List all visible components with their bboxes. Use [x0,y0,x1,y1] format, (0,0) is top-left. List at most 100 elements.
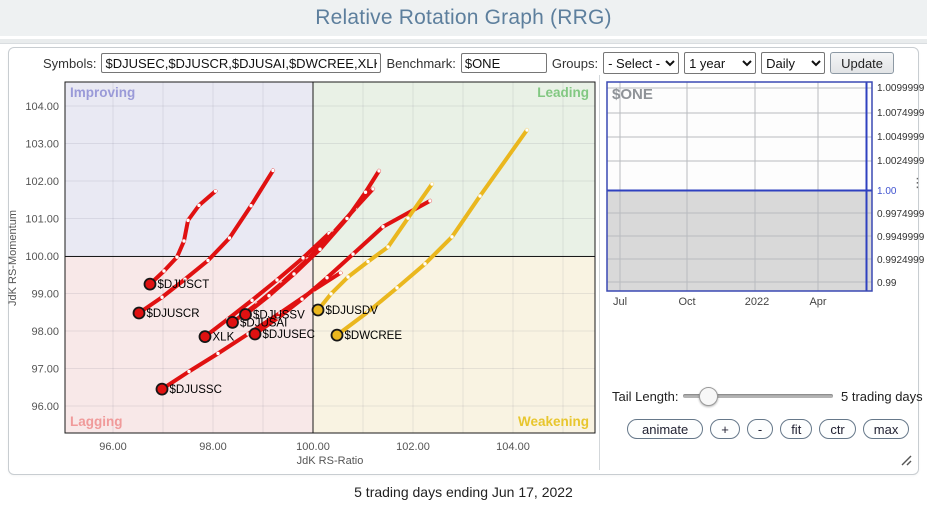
tail-length-value: 5 trading days [841,389,923,404]
trail-XLK [203,231,331,339]
trail-point [213,189,218,193]
y-tick-label: 104.00 [25,101,59,113]
trail-point [250,298,254,302]
trail-point [318,247,322,251]
bench-plot-border [606,81,873,292]
trail-point [186,218,190,223]
window-resize-grip-icon[interactable] [898,452,912,466]
symbols-input[interactable] [101,53,382,73]
footer-caption: 5 trading days ending Jun 17, 2022 [354,484,573,500]
panel-divider [599,75,600,470]
symbol-label-$DWCREE: $DWCREE [345,330,403,342]
bench-y-tick: 1.0099999 [877,83,925,94]
symbol-label-XLK: XLK [213,332,235,344]
y-tick-label: 102.00 [25,176,59,188]
trail-point [182,239,186,243]
symbol-marker-$DJUSDV[interactable] [311,303,325,317]
bench-y-tick: 0.99 [877,278,897,289]
trail-point [275,278,279,282]
bench-shaded-area [607,190,872,291]
trail-point [175,255,179,259]
animate-button[interactable]: animate [627,419,704,439]
quadrant-leading [313,82,595,257]
y-axis-title: JdK RS-Momentum [7,210,19,306]
symbol-marker-$DJUSSC[interactable] [155,382,169,396]
symbol-label-$DJUSSC: $DJUSSC [170,384,222,396]
update-button[interactable]: Update [830,52,895,74]
chart-buttons: animate + - fit ctr max [627,419,910,439]
bench-y-tick: 1.0074999 [877,108,925,119]
symbol-marker-$DJUSSV[interactable] [239,308,252,321]
benchmark-label: Benchmark: [386,55,456,71]
trail-point [183,277,187,281]
ctr-button[interactable]: ctr [819,419,856,439]
trail-point [406,216,410,220]
trail-point [478,194,482,198]
y-tick-label: 103.00 [25,139,59,151]
symbols-label: Symbols: [43,55,97,71]
symbol-marker-$DJUSEC[interactable] [248,327,262,341]
symbol-marker-$DJUSCR[interactable] [132,306,146,320]
bench-y-tick: 1.0024999 [877,156,925,167]
tail-length-slider-thumb[interactable] [699,387,718,406]
trail-point [292,272,296,276]
trail-point [423,262,427,266]
panel-resize-handle-icon[interactable]: ⋮ [911,175,924,190]
symbol-marker-$DJUSAI[interactable] [226,315,239,329]
symbol-label-$DJUSSV: $DJUSSV [253,310,305,322]
trail-point [351,252,355,256]
tail-length-slider[interactable] [683,394,833,398]
trail-point [366,310,370,314]
quadrant-improving [65,82,313,257]
quadrant-weakening [313,256,595,433]
app-header: Relative Rotation Graph (RRG) [0,0,927,36]
symbol-marker-$DJUSCT[interactable] [143,277,157,291]
quadrant-label-lagging: Lagging [70,414,123,429]
trail-point [525,128,529,132]
max-button[interactable]: max [862,419,910,439]
groups-select[interactable]: - Select - [603,52,680,74]
trail-point [346,275,350,279]
trail-point [450,235,454,239]
trail-point [329,292,333,296]
zoom-in-button[interactable]: + [710,419,740,439]
frequency-select[interactable]: Daily [761,52,826,74]
symbol-marker-$DWCREE[interactable] [330,328,344,342]
trail-point [366,259,370,264]
bench-y-tick: 1.00 [877,186,897,197]
bench-x-tick: Jul [613,296,627,308]
symbol-label-$DJUSCT: $DJUSCT [158,279,210,291]
trail-point [325,276,329,280]
tail-length-label: Tail Length: [612,389,679,404]
symbol-label-$DJUSAI: $DJUSAI [240,317,287,329]
y-tick-label: 96.00 [31,401,59,413]
toolbar: Symbols: Benchmark: Groups: - Select - 1… [43,51,895,75]
trail-point [187,369,191,374]
rrg-chart[interactable]: Improving Leading Lagging Weakening 96.00 98.… [0,70,605,470]
trail-point [162,269,166,273]
trail-point [363,190,368,194]
trail-point [267,294,271,298]
benchmark-chart[interactable]: $ONE 1.0099999 1.0074999 1.0049999 1.0024999… [600,75,927,310]
y-tick-label: 99.00 [31,289,59,301]
symbol-label-$DJUSEC: $DJUSEC [263,329,315,341]
y-tick-label: 100.00 [25,251,59,263]
x-tick-label: 96.00 [99,441,127,453]
trail-point [371,187,375,191]
trail-point [428,199,432,203]
trail-point [395,286,399,290]
zoom-out-button[interactable]: - [746,419,774,439]
bench-x-tick: 2022 [745,296,769,308]
y-tick-label: 98.00 [31,326,59,338]
trail-point [300,297,304,301]
bench-x-tick: Apr [809,296,826,308]
period-select[interactable]: 1 year [684,52,757,74]
trail-point [276,316,280,320]
symbol-marker-XLK[interactable] [198,330,212,344]
fit-button[interactable]: fit [780,419,813,439]
trail-point [430,182,434,186]
benchmark-input[interactable] [460,53,547,73]
trail-point [301,256,305,260]
page-title: Relative Rotation Graph (RRG) [315,6,612,29]
symbol-label-$DJUSCR: $DJUSCR [147,308,200,320]
